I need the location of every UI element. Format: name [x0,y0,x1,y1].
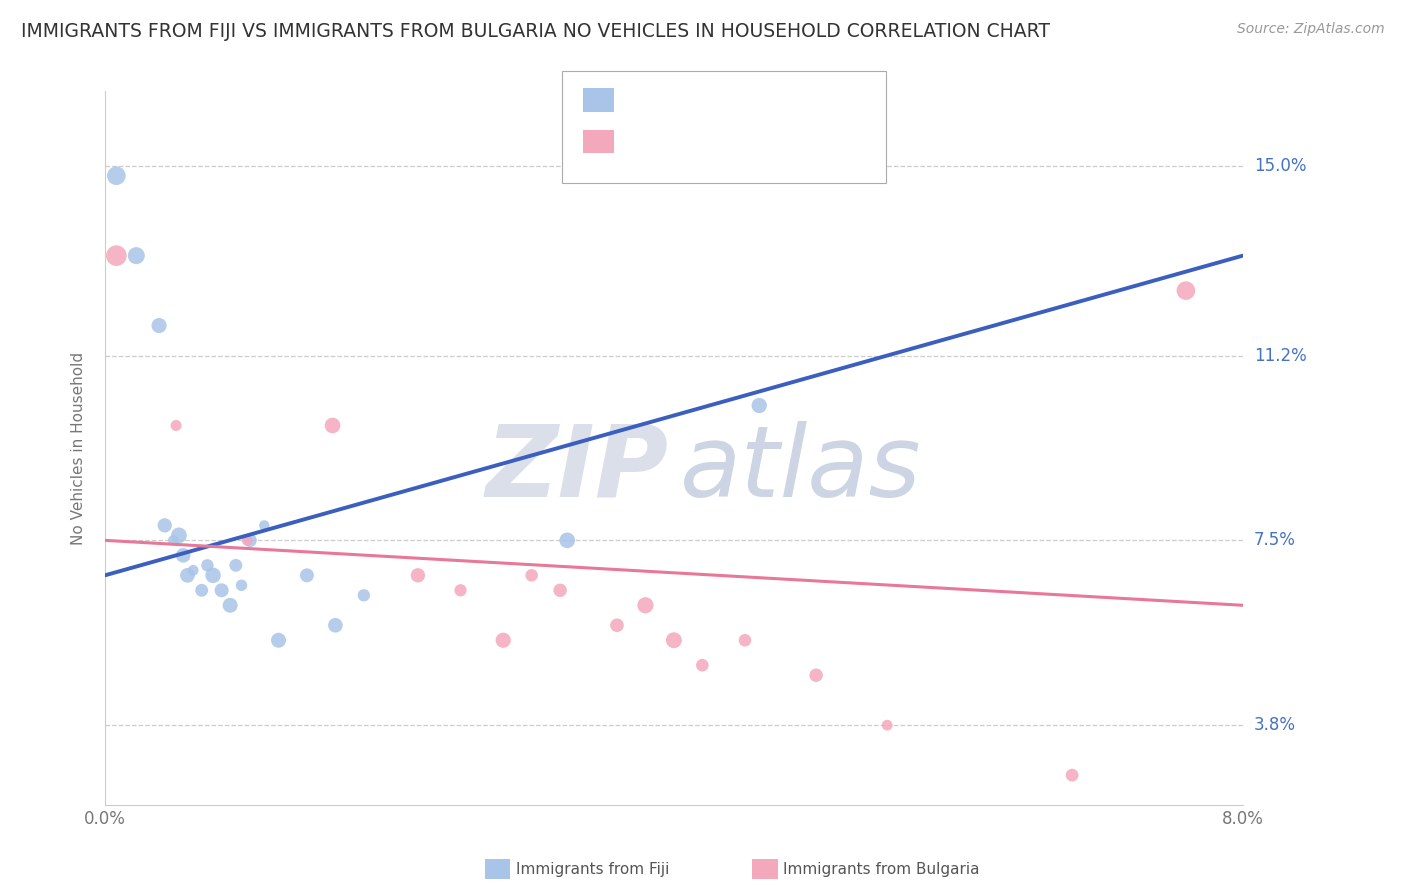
Point [406,568,429,582]
Point [162,533,184,548]
Text: R =: R = [626,92,662,110]
Text: 11.2%: 11.2% [1254,347,1306,365]
Point [176,568,198,582]
Point [225,558,247,573]
Point [606,618,628,632]
Point [450,583,472,598]
Point [662,633,685,648]
Text: N = 24: N = 24 [738,92,800,110]
Point [555,533,578,548]
Point [322,418,344,433]
Text: Source: ZipAtlas.com: Source: ZipAtlas.com [1237,22,1385,37]
Text: IMMIGRANTS FROM FIJI VS IMMIGRANTS FROM BULGARIA NO VEHICLES IN HOUSEHOLD CORREL: IMMIGRANTS FROM FIJI VS IMMIGRANTS FROM … [21,22,1050,41]
Point [165,418,187,433]
Point [520,568,543,582]
Point [219,599,242,613]
Text: atlas: atlas [679,421,921,518]
Point [197,558,219,573]
Point [492,633,515,648]
Point [167,528,190,542]
Point [236,533,259,548]
Point [748,399,770,413]
Text: -0.099: -0.099 [665,134,724,152]
Point [1062,768,1084,782]
Point [239,533,262,548]
Point [692,658,714,673]
Point [105,249,128,263]
Point [105,169,128,183]
Point [153,518,176,533]
Point [734,633,756,648]
Point [253,518,276,533]
Point [1174,284,1197,298]
Text: 7.5%: 7.5% [1254,532,1296,549]
Text: 15.0%: 15.0% [1254,157,1306,175]
Point [634,599,657,613]
Point [548,583,571,598]
Point [876,718,898,732]
Point [353,588,375,602]
Text: N = 18: N = 18 [749,134,811,152]
Text: Immigrants from Bulgaria: Immigrants from Bulgaria [783,863,980,877]
Text: Immigrants from Fiji: Immigrants from Fiji [516,863,669,877]
Point [181,563,204,577]
Text: 0.178: 0.178 [665,92,717,110]
Point [125,249,148,263]
Point [231,578,253,592]
Point [172,549,194,563]
Point [211,583,233,598]
Point [295,568,318,582]
Point [190,583,212,598]
Text: 3.8%: 3.8% [1254,716,1296,734]
Point [325,618,347,632]
Point [148,318,170,333]
Y-axis label: No Vehicles in Household: No Vehicles in Household [72,351,86,544]
Point [267,633,290,648]
Text: ZIP: ZIP [485,421,668,518]
Point [804,668,827,682]
Point [202,568,225,582]
Text: R =: R = [626,134,662,152]
